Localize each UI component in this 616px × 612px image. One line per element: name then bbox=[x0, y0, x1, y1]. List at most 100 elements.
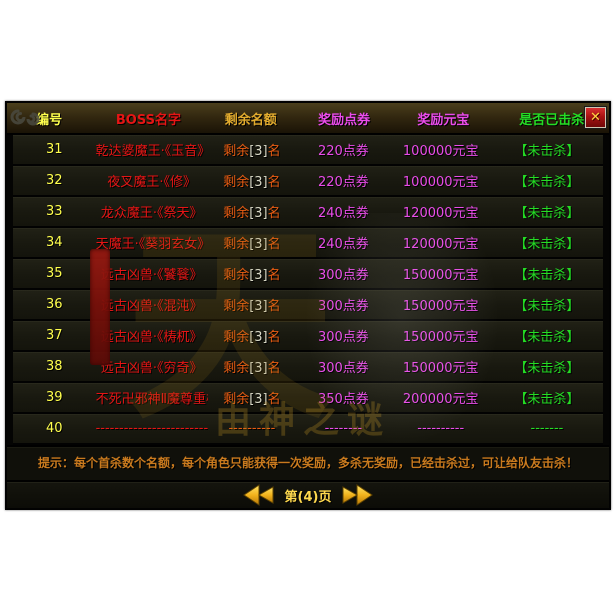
row-id: 32 bbox=[46, 173, 63, 188]
row-id: 39 bbox=[46, 390, 63, 405]
remaining-slots: ---------- bbox=[208, 421, 297, 436]
row-id: 38 bbox=[46, 359, 63, 374]
remaining-slots: 剩余[3]名 bbox=[208, 140, 297, 159]
kill-status: 【未击杀】 bbox=[514, 268, 580, 283]
header-col-yuanbao: 奖励元宝 bbox=[417, 112, 470, 128]
table-row: 38 远古凶兽·《穷奇》 剩余[3]名 300点券 150000元宝 【未击杀】 bbox=[13, 352, 603, 383]
double-arrow-left-icon bbox=[242, 484, 274, 506]
reward-coupon: 300点券 bbox=[317, 299, 369, 314]
row-id: 40 bbox=[46, 421, 63, 436]
slots-suffix: 名 bbox=[267, 392, 281, 407]
next-page-button[interactable] bbox=[340, 484, 374, 506]
kill-status: 【未击杀】 bbox=[514, 361, 580, 376]
kill-status: 【未击杀】 bbox=[514, 144, 580, 159]
remaining-slots: 剩余[3]名 bbox=[208, 326, 297, 345]
remaining-slots: 剩余[3]名 bbox=[208, 171, 297, 190]
table-row: 33 龙众魔王·《祭天》 剩余[3]名 240点券 120000元宝 【未击杀】 bbox=[13, 197, 603, 228]
header-col-slots: 剩余名额 bbox=[224, 112, 277, 128]
slots-prefix: 剩余 bbox=[223, 175, 250, 190]
reward-yuanbao: 150000元宝 bbox=[402, 330, 479, 345]
pagination-bar: 第(4)页 bbox=[7, 480, 609, 508]
table-row: 34 天魔王·《葵羽玄女》 剩余[3]名 240点券 120000元宝 【未击杀… bbox=[13, 228, 603, 259]
boss-name: 远古凶兽·《穷奇》 bbox=[100, 361, 203, 376]
slots-suffix: 名 bbox=[267, 206, 281, 221]
kill-status: 【未击杀】 bbox=[514, 330, 580, 345]
prev-page-button[interactable] bbox=[242, 484, 276, 506]
reward-yuanbao: ---------- bbox=[417, 421, 465, 436]
slots-prefix: 剩余 bbox=[223, 268, 250, 283]
slots-suffix: 名 bbox=[267, 268, 281, 283]
reward-coupon: 240点券 bbox=[317, 237, 369, 252]
slots-suffix: 名 bbox=[267, 144, 281, 159]
boss-name: 远古凶兽·《梼杌》 bbox=[100, 330, 203, 345]
reward-yuanbao: 100000元宝 bbox=[402, 144, 479, 159]
reward-coupon: 350点券 bbox=[317, 392, 369, 407]
reward-coupon: 240点券 bbox=[317, 206, 369, 221]
boss-name: 乾达婆魔王·《玉音》 bbox=[95, 144, 208, 159]
remaining-slots: 剩余[3]名 bbox=[208, 233, 297, 252]
boss-name: 天魔王·《葵羽玄女》 bbox=[95, 237, 208, 252]
table-header: 编号 BOSS名字 剩余名额 奖励点券 奖励元宝 是否已击杀 ✕ bbox=[7, 103, 609, 135]
kill-status: 【未击杀】 bbox=[514, 175, 580, 190]
slots-prefix: ---------- bbox=[228, 421, 276, 436]
remaining-slots: 剩余[3]名 bbox=[208, 388, 297, 407]
reward-coupon: 220点券 bbox=[317, 144, 369, 159]
kill-status: 【未击杀】 bbox=[514, 206, 580, 221]
slots-suffix: 名 bbox=[267, 330, 281, 345]
table-row: 35 远古凶兽·《饕餮》 剩余[3]名 300点券 150000元宝 【未击杀】 bbox=[13, 259, 603, 290]
row-id: 34 bbox=[46, 235, 63, 250]
boss-name: 远古凶兽·《混沌》 bbox=[100, 299, 203, 314]
reward-coupon: -------- bbox=[324, 421, 363, 436]
slots-count: [3] bbox=[249, 268, 268, 283]
reward-yuanbao: 150000元宝 bbox=[402, 268, 479, 283]
slots-count: [3] bbox=[249, 144, 268, 159]
reward-yuanbao: 150000元宝 bbox=[402, 299, 479, 314]
kill-status: 【未击杀】 bbox=[514, 299, 580, 314]
kill-status: 【未击杀】 bbox=[514, 392, 580, 407]
table-row: 31 乾达婆魔王·《玉音》 剩余[3]名 220点券 100000元宝 【未击杀… bbox=[13, 135, 603, 166]
row-id: 31 bbox=[46, 142, 63, 157]
header-col-boss: BOSS名字 bbox=[115, 112, 181, 128]
kill-status: ------- bbox=[530, 421, 564, 436]
slots-prefix: 剩余 bbox=[223, 144, 250, 159]
slots-suffix: 名 bbox=[267, 175, 281, 190]
remaining-slots: 剩余[3]名 bbox=[208, 264, 297, 283]
row-id: 35 bbox=[46, 266, 63, 281]
slots-count: [3] bbox=[249, 206, 268, 221]
page-indicator: 第(4)页 bbox=[284, 489, 332, 505]
row-id: 37 bbox=[46, 328, 63, 343]
reward-yuanbao: 120000元宝 bbox=[402, 206, 479, 221]
row-id: 36 bbox=[46, 297, 63, 312]
header-col-status: 是否已击杀 bbox=[519, 112, 585, 128]
header-col-id: 编号 bbox=[36, 112, 63, 128]
slots-count: [3] bbox=[249, 299, 268, 314]
kill-status: 【未击杀】 bbox=[514, 237, 580, 252]
slots-suffix: 名 bbox=[267, 237, 281, 252]
slots-prefix: 剩余 bbox=[223, 330, 250, 345]
table-row: 36 远古凶兽·《混沌》 剩余[3]名 300点券 150000元宝 【未击杀】 bbox=[13, 290, 603, 321]
reward-coupon: 220点券 bbox=[317, 175, 369, 190]
header-col-coupon: 奖励点券 bbox=[318, 112, 371, 128]
boss-name: 不死卍邪神Ⅱ魔尊重楼 bbox=[95, 392, 208, 407]
double-arrow-right-icon bbox=[342, 484, 374, 506]
table-body: 31 乾达婆魔王·《玉音》 剩余[3]名 220点券 100000元宝 【未击杀… bbox=[7, 135, 609, 445]
boss-name: 夜叉魔王·《修》 bbox=[107, 175, 196, 190]
tip-text: 提示：每个首杀数个名额，每个角色只能获得一次奖励，多杀无奖励，已经击杀过，可让给… bbox=[7, 445, 609, 480]
remaining-slots: 剩余[3]名 bbox=[208, 295, 297, 314]
slots-count: [3] bbox=[249, 361, 268, 376]
slots-count: [3] bbox=[249, 237, 268, 252]
close-button[interactable]: ✕ bbox=[584, 106, 607, 129]
boss-name: 龙众魔王·《祭天》 bbox=[100, 206, 203, 221]
row-id: 33 bbox=[46, 204, 63, 219]
reward-coupon: 300点券 bbox=[317, 330, 369, 345]
remaining-slots: 剩余[3]名 bbox=[208, 357, 297, 376]
reward-yuanbao: 100000元宝 bbox=[402, 175, 479, 190]
table-row: 40 ------------------------ ---------- -… bbox=[13, 414, 603, 445]
reward-yuanbao: 150000元宝 bbox=[402, 361, 479, 376]
reward-yuanbao: 120000元宝 bbox=[402, 237, 479, 252]
slots-prefix: 剩余 bbox=[223, 206, 250, 221]
slots-count: [3] bbox=[249, 392, 268, 407]
slots-suffix: 名 bbox=[267, 361, 281, 376]
remaining-slots: 剩余[3]名 bbox=[208, 202, 297, 221]
